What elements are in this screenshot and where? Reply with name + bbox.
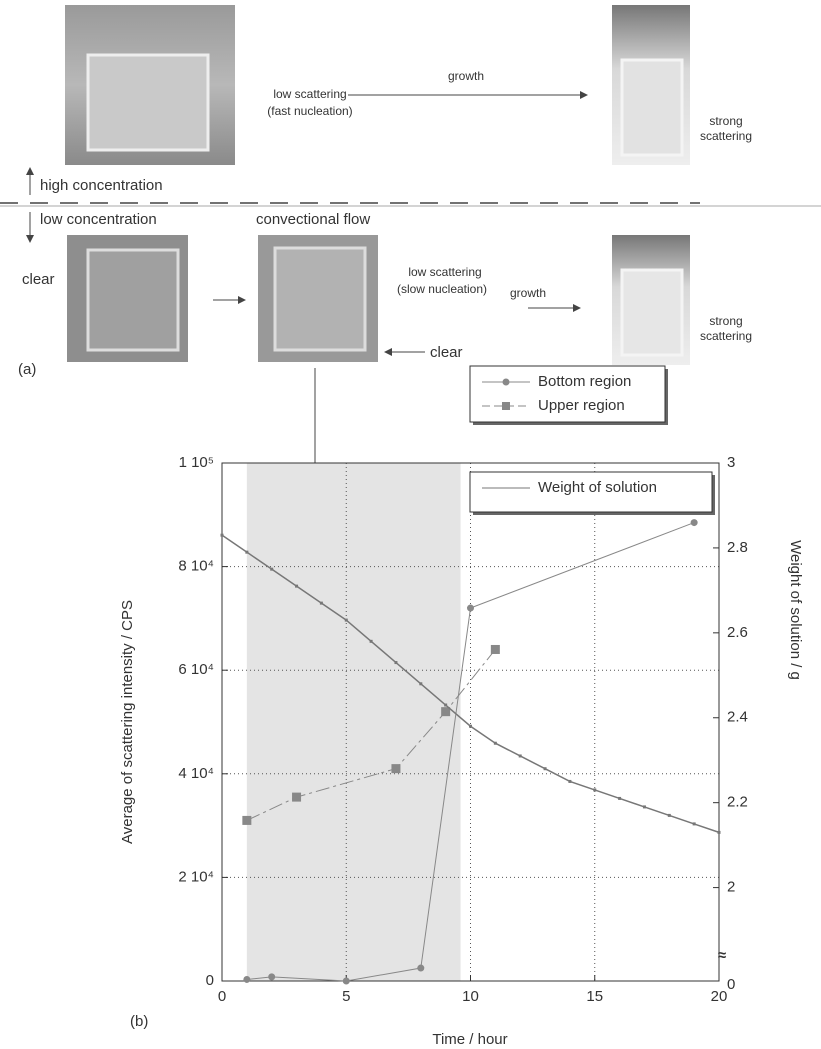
legend-label: Bottom region bbox=[538, 373, 631, 390]
note: growth bbox=[448, 69, 484, 83]
label: low concentration bbox=[40, 211, 157, 228]
step-tick bbox=[345, 619, 348, 622]
step-tick bbox=[270, 568, 273, 571]
y-tick-label: 0 bbox=[206, 972, 214, 989]
step-tick bbox=[494, 742, 497, 745]
y-tick-label: 6 10⁴ bbox=[178, 661, 214, 678]
y2-axis-title: Weight of solution / g bbox=[787, 540, 804, 680]
step-tick bbox=[519, 754, 522, 757]
label: convectional flow bbox=[256, 211, 370, 228]
step-tick bbox=[693, 822, 696, 825]
y-tick-label: 8 10⁴ bbox=[178, 558, 214, 575]
step-tick bbox=[668, 814, 671, 817]
x-tick-label: 0 bbox=[218, 988, 226, 1005]
panel-label: (a) bbox=[18, 361, 36, 378]
y2-tick-label: 2.4 bbox=[727, 709, 748, 726]
x-tick-label: 10 bbox=[462, 988, 479, 1005]
step-tick bbox=[394, 661, 397, 664]
y-tick-label: 1 10⁵ bbox=[179, 454, 214, 471]
step-tick bbox=[370, 640, 373, 643]
step-tick bbox=[718, 831, 721, 834]
y2-tick-label: 3 bbox=[727, 454, 735, 471]
step-tick bbox=[544, 767, 547, 770]
step-tick bbox=[419, 682, 422, 685]
figure: low scattering (fast nucleation) growth … bbox=[0, 0, 821, 1049]
note: scattering bbox=[700, 329, 752, 343]
step-tick bbox=[618, 797, 621, 800]
note: (fast nucleation) bbox=[267, 104, 352, 118]
step-tick bbox=[295, 585, 298, 588]
shaded-region bbox=[247, 463, 461, 981]
legend-marker bbox=[503, 379, 510, 386]
y2-break-label: 0 bbox=[727, 976, 735, 993]
legend-label: Upper region bbox=[538, 397, 625, 414]
note: low scattering bbox=[408, 265, 481, 279]
point bbox=[491, 645, 500, 654]
note: strong bbox=[709, 114, 742, 128]
point bbox=[343, 978, 350, 985]
point bbox=[467, 605, 474, 612]
y2-tick-label: 2.2 bbox=[727, 794, 748, 811]
step-tick bbox=[444, 704, 447, 707]
point bbox=[417, 965, 424, 972]
panel-label: (b) bbox=[130, 1013, 148, 1030]
note: clear bbox=[430, 344, 463, 361]
y-tick-label: 4 10⁴ bbox=[178, 765, 214, 782]
x-axis-title: Time / hour bbox=[432, 1031, 507, 1048]
y2-tick-label: 2.6 bbox=[727, 624, 748, 641]
point bbox=[391, 764, 400, 773]
y2-tick-label: 2.8 bbox=[727, 539, 748, 556]
y-tick-label: 2 10⁴ bbox=[178, 868, 214, 885]
step-tick bbox=[593, 788, 596, 791]
label: high concentration bbox=[40, 177, 163, 194]
note: strong bbox=[709, 314, 742, 328]
point bbox=[242, 816, 251, 825]
y-axis-title: Average of scattering intensity / CPS bbox=[119, 600, 136, 844]
note: clear bbox=[22, 271, 55, 288]
legend-marker bbox=[502, 402, 510, 410]
point bbox=[268, 973, 275, 980]
step-tick bbox=[245, 551, 248, 554]
point bbox=[292, 793, 301, 802]
point bbox=[691, 519, 698, 526]
x-tick-label: 15 bbox=[586, 988, 603, 1005]
step-tick bbox=[568, 780, 571, 783]
point bbox=[243, 976, 250, 983]
note: scattering bbox=[700, 129, 752, 143]
x-tick-label: 20 bbox=[711, 988, 728, 1005]
x-tick-label: 5 bbox=[342, 988, 350, 1005]
step-tick bbox=[643, 805, 646, 808]
note: (slow nucleation) bbox=[397, 282, 487, 296]
step-tick bbox=[221, 534, 224, 537]
note: low scattering bbox=[273, 87, 346, 101]
legend-label: Weight of solution bbox=[538, 479, 657, 496]
step-tick bbox=[320, 602, 323, 605]
note: growth bbox=[510, 286, 546, 300]
step-tick bbox=[469, 725, 472, 728]
y2-tick-label: 2 bbox=[727, 879, 735, 896]
